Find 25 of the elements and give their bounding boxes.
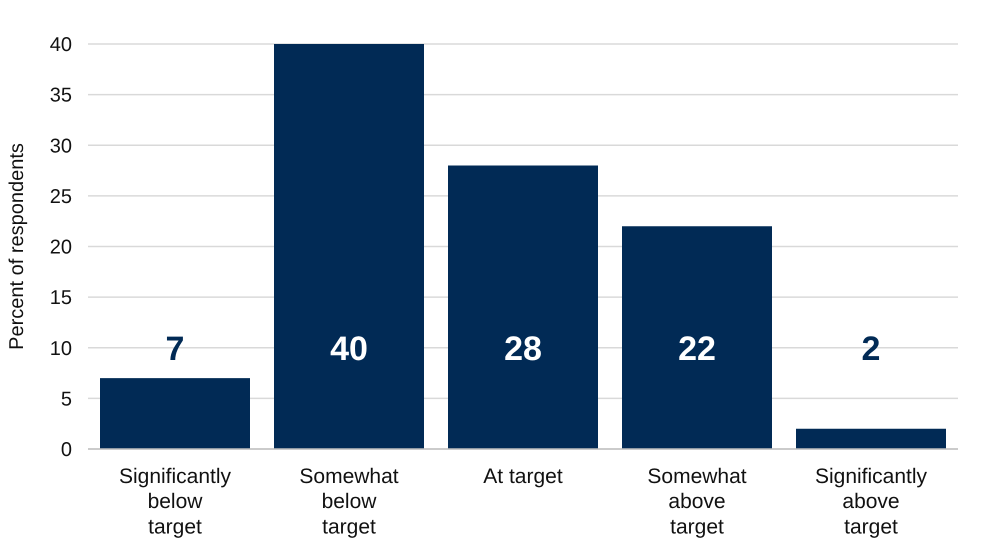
bar (448, 166, 598, 449)
x-tick-label: Significantly above target (814, 464, 928, 538)
y-tick-label: 40 (50, 34, 72, 56)
y-tick-label: 0 (60, 439, 72, 462)
y-tick-label: 5 (60, 388, 72, 410)
bar (622, 226, 772, 449)
data-label: 2 (862, 330, 880, 368)
y-tick-label: 30 (50, 135, 72, 158)
data-label: 40 (330, 330, 368, 368)
y-tick-label: 15 (50, 287, 72, 310)
x-tick-label: Significantly below target (118, 464, 232, 538)
x-tick-label: At target (483, 464, 563, 488)
y-axis-title: Percent of respondents (6, 143, 28, 350)
bar (274, 44, 424, 449)
x-tick-label: Somewhat below target (299, 464, 399, 538)
bar (796, 428, 946, 449)
x-tick-label: Somewhat above target (647, 464, 747, 538)
data-label: 22 (678, 330, 716, 368)
data-label: 28 (504, 330, 542, 368)
y-tick-label: 20 (50, 236, 72, 259)
bar (100, 378, 250, 449)
y-tick-label: 10 (50, 338, 72, 360)
y-tick-label: 25 (50, 186, 72, 208)
y-tick-label: 35 (50, 84, 72, 107)
data-label: 7 (166, 330, 184, 368)
